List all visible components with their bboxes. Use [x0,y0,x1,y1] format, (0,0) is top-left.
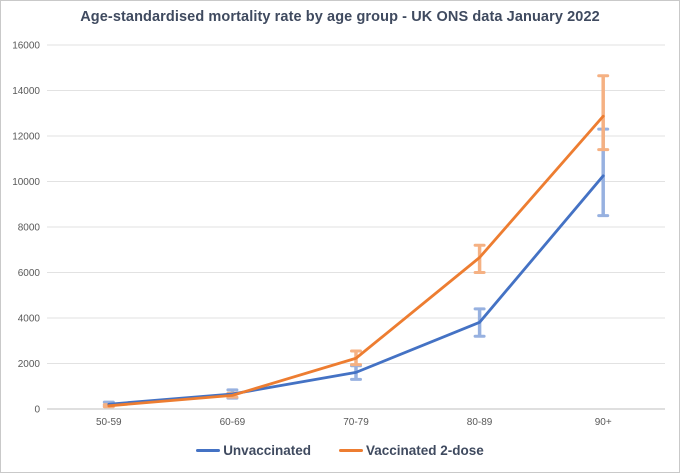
y-tick-label: 0 [34,405,40,416]
y-tick-label: 16000 [12,41,40,52]
x-tick-label: 60-69 [220,417,246,428]
x-tick-label: 80-89 [467,417,493,428]
x-tick-label: 50-59 [96,417,122,428]
y-tick-label: 14000 [12,86,40,97]
y-tick-label: 8000 [18,223,41,234]
chart-title: Age-standardised mortality rate by age g… [80,9,600,25]
legend: Unvaccinated Vaccinated 2-dose [1,443,679,458]
legend-item-vaccinated-2-dose: Vaccinated 2-dose [338,443,484,458]
series-line-unvaccinated [107,174,605,406]
y-tick-label: 10000 [12,177,40,188]
legend-line-swatch-unvaccinated [196,449,221,452]
legend-label-unvaccinated: Unvaccinated [223,443,311,458]
legend-label-vaccinated-2-dose: Vaccinated 2-dose [365,443,484,458]
x-tick-label: 70-79 [343,417,369,428]
y-tick-label: 12000 [12,132,40,143]
series-line-vaccinated [107,114,605,408]
y-tick-label: 6000 [18,268,41,279]
y-tick-label: 2000 [18,359,41,370]
y-tick-label: 4000 [18,314,41,325]
x-tick-label: 90+ [595,417,612,428]
legend-line-swatch-vaccinated-2-dose [338,449,363,452]
legend-item-unvaccinated: Unvaccinated [196,443,311,458]
